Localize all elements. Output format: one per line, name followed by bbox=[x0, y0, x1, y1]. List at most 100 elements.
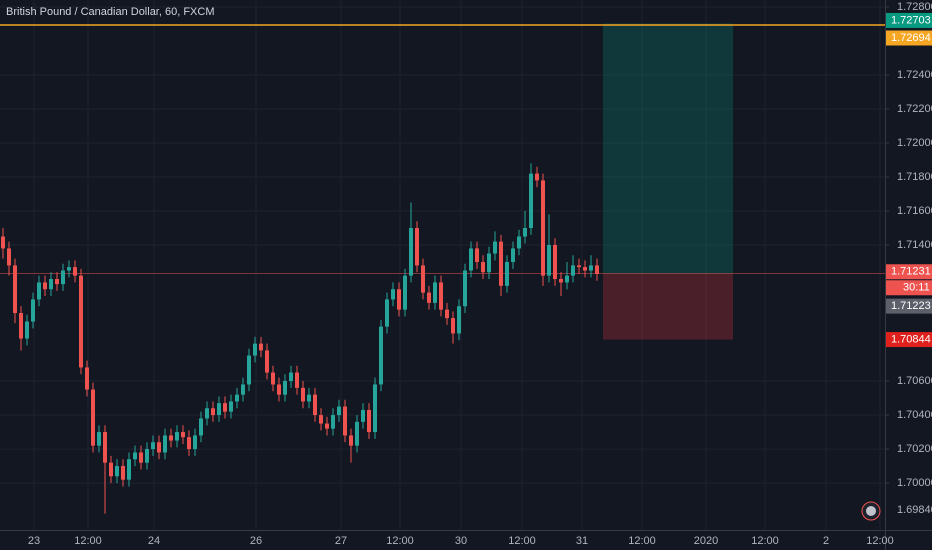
candle-body bbox=[43, 282, 47, 290]
candle-body bbox=[55, 279, 59, 285]
candle-body bbox=[463, 270, 467, 307]
candle-body bbox=[97, 432, 101, 446]
x-tick-label: 12:00 bbox=[628, 535, 656, 547]
candle-body bbox=[313, 394, 317, 416]
candle-body bbox=[7, 248, 11, 266]
candle-body bbox=[13, 265, 17, 314]
x-tick-label: 30 bbox=[455, 535, 467, 547]
price-label: 1.71231 bbox=[891, 266, 931, 278]
candle-body bbox=[397, 289, 401, 310]
candle-body bbox=[283, 381, 287, 395]
candle-body bbox=[457, 306, 461, 334]
countdown: 30:11 bbox=[903, 282, 930, 294]
y-tick-label: 1.71800 bbox=[897, 171, 932, 183]
candle-body bbox=[187, 437, 191, 450]
candle-body bbox=[487, 253, 491, 273]
candle-body bbox=[103, 432, 107, 463]
chart-title: British Pound / Canadian Dollar, 60, FXC… bbox=[6, 6, 215, 18]
candle-body bbox=[475, 248, 479, 263]
x-tick-label: 12:00 bbox=[866, 535, 894, 547]
countdown-bg bbox=[886, 280, 932, 296]
candle-body bbox=[151, 442, 155, 450]
candle-body bbox=[253, 343, 257, 356]
y-tick-label: 1.70600 bbox=[897, 375, 932, 387]
candle-body bbox=[121, 466, 125, 480]
price-label: 1.72694 bbox=[891, 32, 931, 44]
candle-body bbox=[139, 452, 143, 463]
candle-body bbox=[1, 236, 5, 249]
candle-body bbox=[559, 279, 563, 283]
profit-zone bbox=[603, 23, 733, 274]
candle-body bbox=[373, 384, 377, 433]
y-tick-label: 1.70400 bbox=[897, 409, 932, 421]
candle-body bbox=[511, 248, 515, 263]
candle-body bbox=[409, 228, 413, 276]
candle-body bbox=[175, 432, 179, 441]
x-tick-label: 2020 bbox=[694, 535, 718, 547]
y-tick-label: 1.71600 bbox=[897, 205, 932, 217]
candle-body bbox=[205, 408, 209, 419]
candle-body bbox=[523, 228, 527, 237]
candle-body bbox=[271, 372, 275, 385]
x-tick-label: 24 bbox=[148, 535, 160, 547]
candle-body bbox=[235, 394, 239, 402]
y-tick-label: 1.70200 bbox=[897, 443, 932, 455]
y-tick-label: 1.72800 bbox=[897, 1, 932, 13]
candle-body bbox=[289, 372, 293, 382]
y-tick-label: 1.70000 bbox=[897, 477, 932, 489]
candle-body bbox=[115, 466, 119, 477]
candle-body bbox=[25, 321, 29, 339]
candle-body bbox=[553, 245, 557, 280]
candle-body bbox=[223, 403, 227, 412]
candle-body bbox=[349, 435, 353, 446]
price-label-bg bbox=[886, 298, 932, 314]
candle-body bbox=[433, 282, 437, 303]
candle-body bbox=[169, 435, 173, 441]
loss-zone bbox=[603, 273, 733, 340]
candle-body bbox=[277, 384, 281, 395]
candle-body bbox=[469, 248, 473, 271]
crosshair-label: 1.69840 bbox=[897, 504, 932, 516]
x-tick-label: 31 bbox=[576, 535, 588, 547]
candle-body bbox=[157, 442, 161, 453]
candle-body bbox=[427, 292, 431, 303]
candle-body bbox=[85, 367, 89, 390]
x-tick-label: 26 bbox=[250, 535, 262, 547]
candle-body bbox=[211, 408, 215, 416]
candle-body bbox=[163, 435, 167, 453]
price-label-bg bbox=[886, 264, 932, 280]
y-tick-label: 1.71400 bbox=[897, 239, 932, 251]
candle-body bbox=[517, 236, 521, 249]
x-tick-label: 12:00 bbox=[751, 535, 779, 547]
candle-body bbox=[181, 432, 185, 438]
candle-body bbox=[325, 423, 329, 429]
candle-body bbox=[79, 275, 83, 368]
candle-body bbox=[589, 265, 593, 271]
candle-body bbox=[577, 265, 581, 268]
candle-body bbox=[445, 309, 449, 319]
candle-body bbox=[547, 245, 551, 276]
candle-body bbox=[541, 180, 545, 276]
candle-body bbox=[499, 241, 503, 286]
x-tick-label: 12:00 bbox=[386, 535, 414, 547]
candle-body bbox=[391, 289, 395, 300]
candle-body bbox=[355, 421, 359, 446]
x-tick-label: 27 bbox=[335, 535, 347, 547]
candle-body bbox=[67, 267, 71, 271]
price-label: 1.72703 bbox=[891, 14, 931, 26]
candle-body bbox=[307, 394, 311, 402]
y-tick-label: 1.72000 bbox=[897, 137, 932, 149]
candle-body bbox=[145, 449, 149, 463]
candle-body bbox=[367, 409, 371, 433]
candle-body bbox=[265, 350, 269, 373]
candle-body bbox=[505, 262, 509, 286]
candle-body bbox=[229, 401, 233, 412]
x-tick-label: 23 bbox=[28, 535, 40, 547]
candle-body bbox=[241, 384, 245, 395]
candle-body bbox=[415, 228, 419, 266]
candle-body bbox=[379, 326, 383, 385]
x-tick-label: 12:00 bbox=[74, 535, 102, 547]
candle-body bbox=[583, 267, 587, 271]
candle-body bbox=[439, 282, 443, 310]
